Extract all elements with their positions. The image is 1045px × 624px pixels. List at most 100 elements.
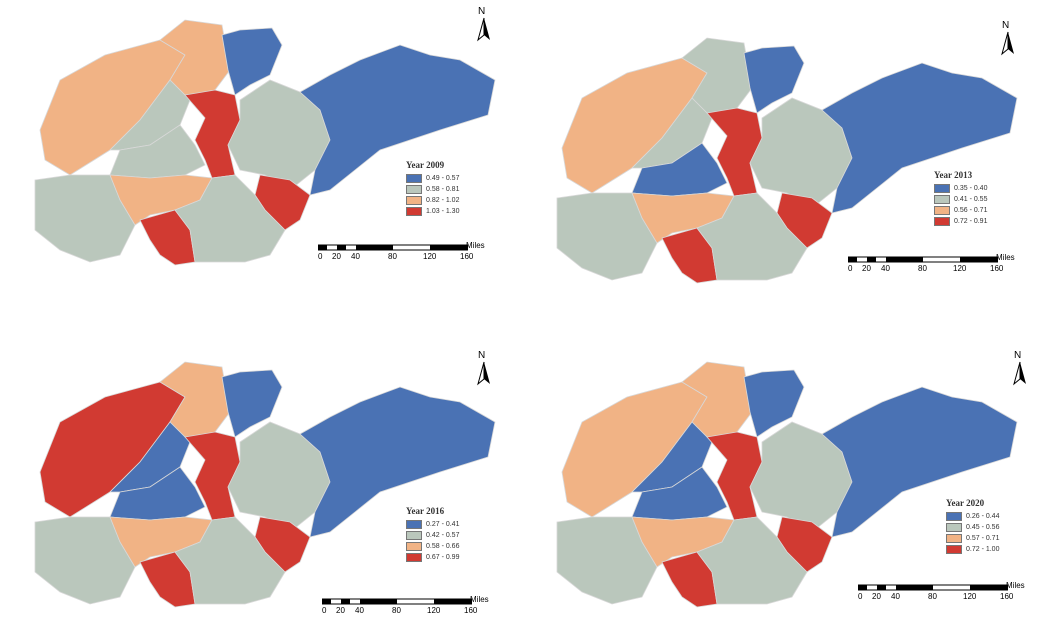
legend-label: 0.72 - 1.00	[966, 546, 1000, 553]
legend-swatch	[934, 206, 950, 215]
region-east	[299, 386, 496, 538]
region-southwest	[34, 516, 136, 605]
legend-title: Year 2013	[934, 170, 973, 180]
legend-item: 1.03 - 1.30	[406, 206, 459, 217]
region-south-east	[696, 192, 808, 281]
region-north	[221, 369, 283, 438]
legend-label: 0.72 - 0.91	[954, 218, 988, 225]
choropleth-map	[34, 361, 496, 608]
scale-bar: Miles 0 20 40 80 120 160	[848, 253, 1033, 280]
legend-label: 0.42 - 0.57	[426, 532, 460, 539]
legend-swatch	[406, 185, 422, 194]
legend-swatch	[406, 196, 422, 205]
legend-label: 0.27 - 0.41	[426, 521, 460, 528]
region-center-east	[227, 421, 331, 533]
map-legend: Year 2009 0.49 - 0.57 0.58 - 0.81 0.82 - 1…	[406, 160, 459, 217]
legend-swatch	[406, 207, 422, 216]
north-arrow-icon: N	[472, 350, 496, 390]
map-panel-2016: Year 2016 0.27 - 0.41 0.42 - 0.57 0.58 - 0…	[0, 312, 520, 624]
region-north	[743, 45, 805, 114]
legend-label: 0.67 - 0.99	[426, 554, 460, 561]
legend-item: 0.27 - 0.41	[406, 519, 459, 530]
region-east	[821, 62, 1018, 214]
legend-swatch	[406, 531, 422, 540]
map-panel-2013: Year 2013 0.35 - 0.40 0.41 - 0.55 0.56 - 0…	[522, 0, 1042, 312]
legend-label: 1.03 - 1.30	[426, 208, 460, 215]
map-panel-2009: Year 2009 0.49 - 0.57 0.58 - 0.81 0.82 - 1…	[0, 0, 520, 312]
legend-item: 0.35 - 0.40	[934, 183, 987, 194]
legend-item: 0.72 - 1.00	[946, 544, 999, 555]
legend-item: 0.58 - 0.66	[406, 541, 459, 552]
legend-label: 0.49 - 0.57	[426, 175, 460, 182]
legend-item: 0.42 - 0.57	[406, 530, 459, 541]
legend-label: 0.35 - 0.40	[954, 185, 988, 192]
scale-ticks: 0 20 40 80 120 160	[848, 264, 1004, 273]
legend-swatch	[946, 523, 962, 532]
legend-item: 0.67 - 0.99	[406, 552, 459, 563]
north-arrow-icon: N	[1008, 350, 1032, 390]
scale-unit: Miles	[1006, 581, 1025, 590]
north-arrow-icon: N	[996, 20, 1020, 60]
region-center-east	[749, 97, 853, 209]
legend-title: Year 2009	[406, 160, 445, 170]
legend-swatch	[946, 512, 962, 521]
legend-label: 0.56 - 0.71	[954, 207, 988, 214]
region-center-east	[749, 421, 853, 533]
legend-item: 0.41 - 0.55	[934, 194, 987, 205]
scale-bar: Miles 0 20 40 80 120 160	[318, 241, 503, 268]
scale-ticks: 0 20 40 80 120 160	[858, 592, 1014, 601]
region-east	[821, 386, 1018, 538]
legend-swatch	[406, 553, 422, 562]
legend-rows: 0.27 - 0.41 0.42 - 0.57 0.58 - 0.66 0.67 - …	[406, 519, 459, 563]
map-panel-2020: Year 2020 0.26 - 0.44 0.45 - 0.56 0.57 - 0…	[522, 312, 1042, 624]
legend-swatch	[934, 195, 950, 204]
legend-swatch	[946, 534, 962, 543]
north-arrow-icon: N	[472, 6, 496, 46]
scale-unit: Miles	[466, 241, 485, 250]
legend-label: 0.82 - 1.02	[426, 197, 460, 204]
legend-swatch	[934, 217, 950, 226]
choropleth-map	[34, 19, 496, 266]
legend-item: 0.45 - 0.56	[946, 522, 999, 533]
choropleth-map	[556, 361, 1018, 608]
legend-item: 0.58 - 0.81	[406, 184, 459, 195]
legend-item: 0.72 - 0.91	[934, 216, 987, 227]
legend-rows: 0.26 - 0.44 0.45 - 0.56 0.57 - 0.71 0.72 - …	[946, 511, 999, 555]
legend-item: 0.26 - 0.44	[946, 511, 999, 522]
scale-unit: Miles	[996, 253, 1015, 262]
legend-label: 0.41 - 0.55	[954, 196, 988, 203]
legend-label: 0.58 - 0.81	[426, 186, 460, 193]
region-south-east	[696, 516, 808, 605]
map-legend: Year 2016 0.27 - 0.41 0.42 - 0.57 0.58 - 0…	[406, 506, 459, 563]
legend-swatch	[406, 542, 422, 551]
legend-swatch	[934, 184, 950, 193]
region-southwest	[34, 174, 136, 263]
legend-item: 0.49 - 0.57	[406, 173, 459, 184]
region-north	[221, 27, 283, 96]
legend-item: 0.56 - 0.71	[934, 205, 987, 216]
legend-label: 0.26 - 0.44	[966, 513, 1000, 520]
legend-swatch	[406, 520, 422, 529]
region-north	[743, 369, 805, 438]
region-east	[299, 44, 496, 196]
legend-item: 0.57 - 0.71	[946, 533, 999, 544]
map-legend: Year 2020 0.26 - 0.44 0.45 - 0.56 0.57 - 0…	[946, 498, 999, 555]
legend-title: Year 2016	[406, 506, 445, 516]
scale-ticks: 0 20 40 80 120 160	[318, 252, 474, 261]
legend-swatch	[406, 174, 422, 183]
legend-rows: 0.49 - 0.57 0.58 - 0.81 0.82 - 1.02 1.03 - …	[406, 173, 459, 217]
legend-rows: 0.35 - 0.40 0.41 - 0.55 0.56 - 0.71 0.72 - …	[934, 183, 987, 227]
scale-bar: Miles 0 20 40 80 120 160	[322, 595, 507, 622]
legend-label: 0.45 - 0.56	[966, 524, 1000, 531]
scale-bar: Miles 0 20 40 80 120 160	[858, 581, 1043, 608]
legend-title: Year 2020	[946, 498, 985, 508]
choropleth-map	[556, 37, 1018, 284]
region-center-east	[227, 79, 331, 191]
region-southwest	[556, 192, 658, 281]
scale-unit: Miles	[470, 595, 489, 604]
region-southwest	[556, 516, 658, 605]
region-south-east	[174, 516, 286, 605]
region-south-east	[174, 174, 286, 263]
legend-item: 0.82 - 1.02	[406, 195, 459, 206]
legend-swatch	[946, 545, 962, 554]
